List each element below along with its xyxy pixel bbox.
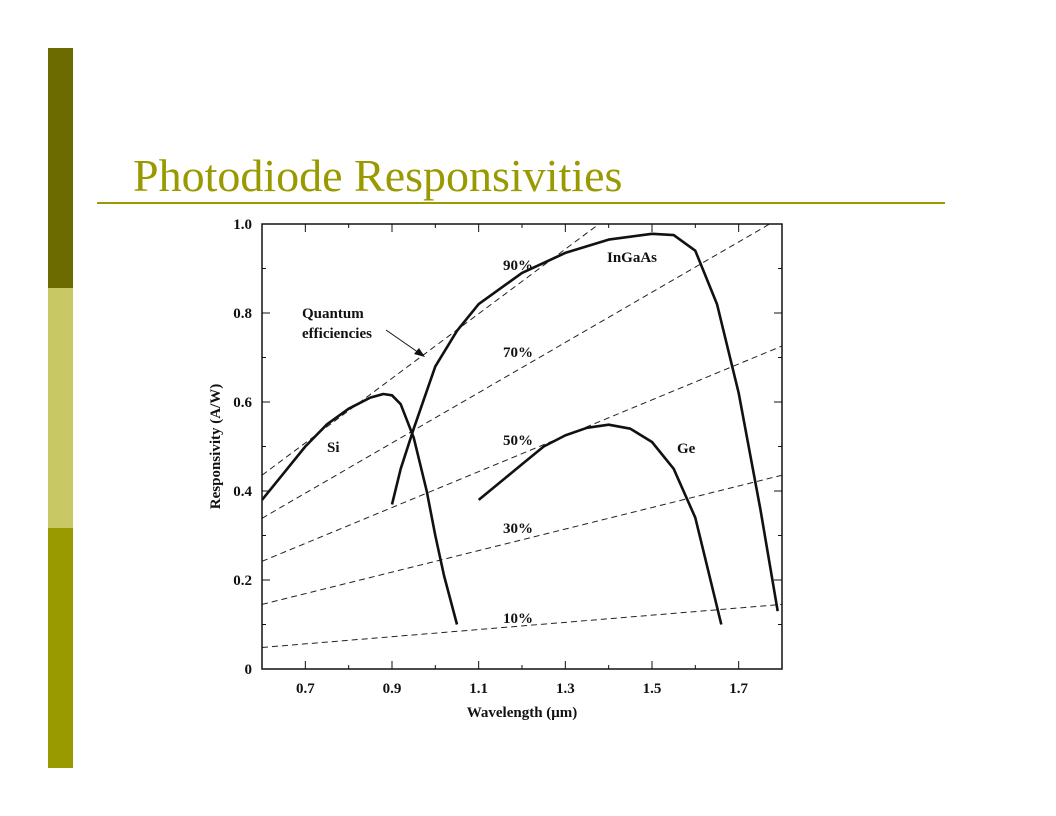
qe-label-10pct: 10% bbox=[503, 611, 533, 627]
x-tick-label: 0.9 bbox=[383, 681, 402, 697]
curve-ge bbox=[477, 423, 723, 625]
qe-line-10pct bbox=[262, 603, 782, 648]
x-tick-label: 0.7 bbox=[296, 681, 315, 697]
y-tick-label: 0 bbox=[245, 662, 253, 678]
qe-line-90pct bbox=[262, 224, 600, 476]
y-tick-label: 1.0 bbox=[233, 217, 252, 233]
qe-label-30pct: 30% bbox=[503, 521, 533, 537]
x-tick-label: 1.5 bbox=[643, 681, 662, 697]
curve-ingaas bbox=[390, 232, 779, 612]
y-tick-label: 0.8 bbox=[233, 306, 252, 322]
slide-title: Photodiode Responsivities bbox=[133, 150, 623, 201]
accent-bar-mid bbox=[48, 528, 73, 768]
annotation-quantum: Quantum bbox=[302, 306, 364, 322]
accent-bar-dark bbox=[48, 48, 73, 288]
qe-label-70pct: 70% bbox=[503, 345, 533, 361]
qe-lines-group bbox=[262, 224, 782, 648]
x-tick-label: 1.7 bbox=[729, 681, 748, 697]
annotation-efficiencies: efficiencies bbox=[302, 326, 372, 342]
label-ingaas: InGaAs bbox=[607, 250, 657, 266]
x-tick-label: 1.3 bbox=[556, 681, 575, 697]
title-underline bbox=[97, 202, 945, 204]
y-tick-label: 0.2 bbox=[233, 573, 252, 589]
y-tick-label: 0.6 bbox=[233, 395, 252, 411]
curves-group bbox=[262, 232, 779, 625]
annotation-arrow bbox=[385, 329, 423, 356]
qe-line-50pct bbox=[262, 345, 782, 562]
qe-line-70pct bbox=[262, 224, 771, 519]
x-axis-label: Wavelength (μm) bbox=[467, 705, 578, 721]
curve-si bbox=[262, 392, 459, 625]
accent-bar-light bbox=[48, 288, 73, 528]
y-tick-label: 0.4 bbox=[233, 484, 252, 500]
annotation-arrowhead bbox=[414, 348, 425, 357]
qe-line-30pct bbox=[262, 474, 782, 605]
qe-label-90pct: 90% bbox=[503, 258, 533, 274]
qe-label-50pct: 50% bbox=[503, 433, 533, 449]
x-tick-label: 1.1 bbox=[469, 681, 488, 697]
label-si: Si bbox=[327, 440, 340, 456]
y-axis-label: Responsivity (A/W) bbox=[208, 384, 224, 509]
label-ge: Ge bbox=[677, 441, 696, 457]
